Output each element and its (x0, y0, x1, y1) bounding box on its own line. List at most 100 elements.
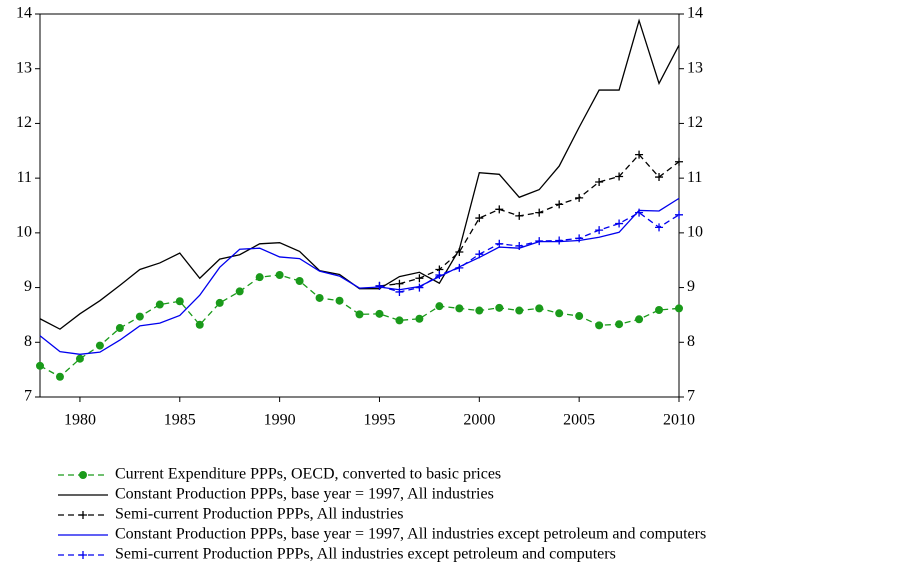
series-line (379, 153, 680, 287)
y-tick-label: 11 (17, 169, 32, 186)
x-tick-label: 1990 (264, 412, 296, 429)
point (175, 297, 184, 306)
point (415, 274, 424, 283)
point (655, 306, 664, 315)
point (675, 157, 683, 166)
point (55, 372, 64, 381)
point (515, 211, 524, 220)
point (475, 250, 484, 259)
x-tick-label: 1995 (363, 412, 395, 429)
series-line (39, 18, 680, 330)
series-line (39, 197, 680, 355)
point (495, 205, 504, 214)
point (295, 277, 304, 286)
point (615, 172, 624, 181)
legend-marker (79, 551, 87, 559)
point (595, 226, 604, 235)
point (455, 304, 464, 313)
y2-tick-label: 13 (687, 59, 703, 76)
point (275, 270, 284, 279)
point (195, 320, 204, 329)
point (435, 302, 444, 311)
y-tick-label: 7 (24, 388, 32, 405)
point (235, 287, 244, 296)
point (455, 248, 464, 257)
x-tick-label: 2005 (563, 412, 595, 429)
point (635, 315, 644, 324)
point (535, 208, 544, 217)
point (655, 223, 664, 232)
y2-tick-label: 8 (687, 333, 695, 350)
point (435, 270, 444, 279)
y2-tick-label: 11 (687, 169, 702, 186)
point (355, 310, 364, 319)
point (515, 306, 524, 315)
y-tick-label: 12 (16, 114, 32, 131)
point (635, 150, 644, 159)
legend-marker (79, 511, 87, 519)
legend-marker (79, 471, 87, 479)
point (255, 273, 264, 282)
point (635, 208, 644, 217)
x-tick-label: 1985 (164, 412, 196, 429)
series-line (39, 274, 680, 378)
point (575, 312, 584, 321)
point (535, 304, 544, 313)
point (615, 219, 624, 228)
point (395, 287, 404, 296)
point (215, 298, 224, 307)
series-line (379, 211, 680, 293)
point (475, 306, 484, 315)
point (615, 320, 624, 329)
point (375, 281, 384, 290)
y-tick-label: 13 (16, 59, 32, 76)
point (335, 296, 344, 305)
y2-tick-label: 10 (687, 224, 703, 241)
legend-label: Semi-current Production PPPs, All indust… (115, 506, 403, 523)
legend-label: Current Expenditure PPPs, OECD, converte… (115, 466, 501, 483)
point (535, 237, 544, 246)
point (75, 354, 84, 363)
point (655, 173, 664, 182)
point (395, 279, 404, 288)
point (575, 193, 584, 202)
point (455, 263, 464, 272)
y2-tick-label: 7 (687, 388, 695, 405)
point (595, 177, 604, 186)
legend-label: Constant Production PPPs, base year = 19… (115, 526, 706, 543)
point (395, 316, 404, 325)
point (555, 200, 564, 209)
point (575, 234, 584, 243)
point (515, 241, 524, 250)
point (135, 312, 144, 321)
point (675, 210, 683, 219)
point (375, 309, 384, 318)
y-tick-label: 10 (16, 224, 32, 241)
legend-label: Semi-current Production PPPs, All indust… (115, 546, 616, 563)
x-tick-label: 1980 (64, 412, 96, 429)
x-tick-label: 2010 (663, 412, 695, 429)
y-tick-label: 9 (24, 278, 32, 295)
point (495, 303, 504, 312)
point (415, 314, 424, 323)
y2-tick-label: 12 (687, 114, 703, 131)
plot-frame (39, 13, 680, 398)
y2-tick-label: 9 (687, 278, 695, 295)
point (495, 239, 504, 248)
point (475, 214, 484, 223)
point (595, 321, 604, 330)
point (555, 236, 564, 245)
point (555, 309, 564, 318)
point (36, 361, 44, 370)
legend-label: Constant Production PPPs, base year = 19… (115, 486, 494, 503)
y2-tick-label: 14 (687, 5, 703, 22)
point (675, 304, 683, 313)
point (155, 300, 164, 309)
point (115, 324, 124, 333)
y-tick-label: 14 (16, 5, 32, 22)
y-tick-label: 8 (24, 333, 32, 350)
point (415, 283, 424, 292)
point (315, 293, 324, 302)
point (95, 341, 104, 350)
